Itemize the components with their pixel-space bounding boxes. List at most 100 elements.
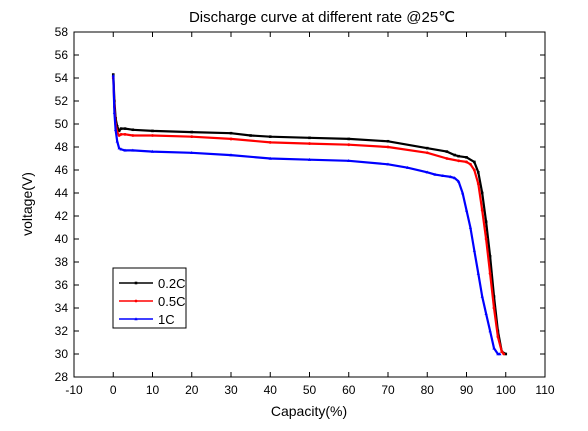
data-point (229, 131, 233, 135)
x-tick-label: 90 (460, 383, 474, 397)
data-point (112, 110, 117, 114)
data-point (308, 142, 311, 145)
data-point (131, 134, 135, 137)
y-tick-label: 46 (55, 163, 69, 177)
data-point (457, 154, 460, 158)
data-point (468, 225, 473, 229)
x-tick-label: 20 (185, 383, 199, 397)
data-point (308, 136, 311, 140)
data-point (386, 162, 390, 166)
data-point (123, 127, 127, 130)
chart-title: Discharge curve at different rate @25℃ (189, 9, 455, 26)
data-point (492, 346, 496, 350)
data-point (190, 135, 194, 139)
data-point (229, 153, 233, 157)
data-point (453, 153, 457, 157)
data-point (472, 168, 476, 172)
data-point (386, 145, 390, 149)
y-tick-label: 56 (55, 48, 69, 62)
data-point (131, 148, 135, 152)
data-point (502, 352, 506, 356)
y-tick-label: 54 (55, 71, 69, 85)
data-point (484, 220, 488, 224)
data-point (441, 173, 445, 177)
data-point (488, 272, 492, 275)
data-point (464, 208, 469, 212)
y-axis: 28 30 32 34 36 38 40 42 44 46 48 50 52 54 56 58 (55, 25, 545, 384)
x-tick-label: 100 (496, 383, 516, 397)
x-axis-title: Capacity(%) (271, 403, 347, 419)
x-tick-label: 10 (146, 383, 160, 397)
data-point (476, 182, 480, 186)
data-point (469, 162, 472, 166)
data-point (190, 130, 194, 134)
data-point (476, 271, 480, 275)
data-point (347, 137, 351, 141)
legend-box (112, 267, 187, 329)
data-point (115, 139, 119, 143)
legend-marker (134, 299, 138, 303)
data-point (268, 141, 272, 144)
y-tick-label: 36 (55, 278, 69, 292)
data-point (473, 160, 476, 164)
y-tick-label: 40 (55, 232, 69, 246)
data-point (488, 254, 492, 258)
data-point (347, 159, 351, 162)
legend-label: 0.2C (158, 276, 185, 291)
x-tick-label: 30 (224, 383, 238, 397)
x-tick-label: 70 (381, 383, 395, 397)
x-tick-label: 110 (535, 383, 554, 397)
data-point (268, 156, 272, 160)
data-point (460, 191, 465, 195)
data-point (484, 237, 488, 241)
legend-marker (134, 317, 138, 321)
y-tick-label: 34 (55, 301, 69, 315)
x-tick-label: 0 (110, 383, 117, 397)
y-axis-title: voltage(V) (19, 172, 35, 236)
data-point (453, 176, 457, 180)
y-tick-label: 44 (55, 186, 69, 200)
data-point (249, 134, 252, 137)
data-point (111, 73, 115, 77)
data-point (472, 248, 476, 252)
data-point (123, 148, 127, 152)
data-point (150, 149, 155, 153)
data-point (465, 160, 468, 164)
data-point (268, 135, 272, 138)
data-point (449, 175, 453, 179)
series-layer (111, 73, 508, 356)
data-point (151, 129, 154, 133)
data-point (457, 159, 461, 163)
data-point (480, 294, 484, 298)
data-point (488, 329, 492, 333)
data-point (457, 179, 461, 183)
x-tick-label: -10 (65, 383, 83, 397)
data-point (229, 137, 233, 141)
x-tick-label: 50 (303, 383, 317, 397)
data-point (433, 172, 437, 176)
legend-label: 0.5C (158, 294, 185, 309)
data-point (307, 157, 312, 161)
legend: 0.2C 0.5C 1C (112, 267, 187, 329)
data-point (406, 165, 410, 169)
data-point (476, 171, 480, 174)
data-point (492, 306, 496, 310)
plot-area: -10 0 10 20 30 40 50 60 70 80 90 100 110 28 30 32 34 36 3… (55, 25, 555, 397)
data-point (500, 350, 504, 354)
data-point (119, 147, 123, 151)
data-point (151, 134, 154, 137)
y-tick-label: 32 (55, 324, 69, 338)
data-point (386, 139, 390, 143)
legend-label: 1C (158, 312, 175, 327)
y-tick-label: 52 (55, 94, 69, 108)
x-tick-label: 60 (342, 383, 356, 397)
x-tick-label: 80 (421, 383, 435, 397)
data-point (492, 295, 496, 298)
data-point (498, 352, 502, 356)
data-point (117, 146, 121, 150)
data-point (425, 170, 429, 174)
data-point (123, 132, 127, 136)
data-point (465, 156, 468, 159)
data-point (119, 127, 123, 130)
